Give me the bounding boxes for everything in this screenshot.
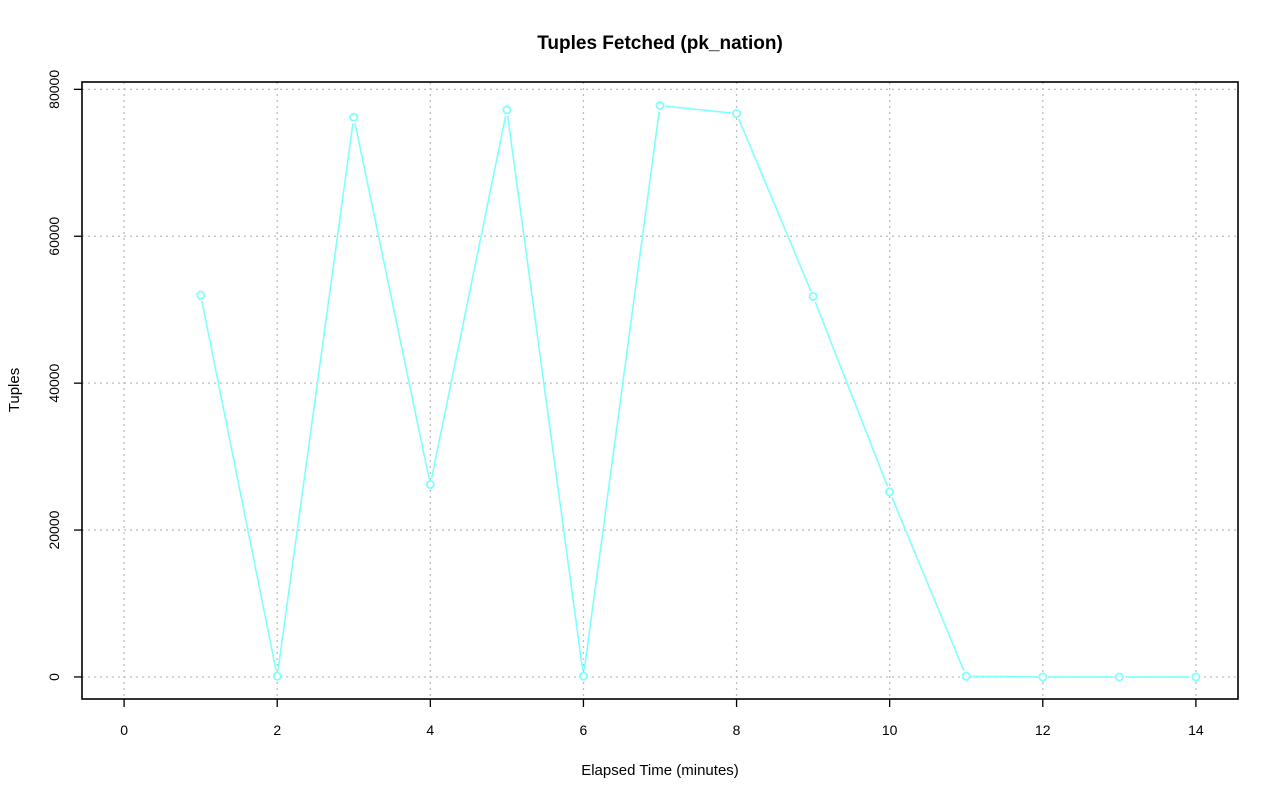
x-tick-label: 10: [882, 722, 898, 738]
data-point: [1191, 672, 1201, 682]
y-tick-label: 0: [46, 673, 62, 681]
x-tick-label: 4: [426, 722, 434, 738]
y-axis: 0 20000 40000 60000 80000: [46, 70, 82, 681]
x-axis-label: Elapsed Time (minutes): [581, 762, 739, 779]
series-line-segment: [814, 301, 889, 487]
y-axis-label: Tuples: [6, 368, 23, 412]
series-line-segment: [430, 115, 507, 479]
x-tick-label: 6: [580, 722, 588, 738]
series-line-segment: [354, 122, 430, 479]
data-point: [349, 112, 359, 122]
data-point: [885, 487, 895, 497]
series-line-segment: [972, 675, 1037, 678]
data-point: [1114, 672, 1124, 682]
data-point: [502, 105, 512, 115]
series-line-segment: [583, 111, 660, 671]
series-line-segment: [506, 115, 584, 671]
series-line-segment: [665, 105, 731, 114]
y-tick-label: 20000: [46, 510, 62, 549]
series-line-segment: [201, 300, 277, 671]
y-tick-label: 80000: [46, 70, 62, 109]
data-point: [732, 109, 742, 119]
data-point: [425, 480, 435, 490]
series-line-segment: [277, 123, 354, 671]
x-tick-label: 14: [1188, 722, 1204, 738]
series-layer: [196, 101, 1201, 682]
series-line-segment: [891, 497, 965, 671]
series-line-segment: [738, 118, 812, 292]
grid-layer: [82, 82, 1238, 699]
series-0: [196, 101, 1201, 682]
x-tick-label: 0: [120, 722, 128, 738]
x-tick-label: 12: [1035, 722, 1051, 738]
plot-area-border: [81, 81, 1239, 700]
chart-title: Tuples Fetched (pk_nation): [537, 33, 783, 54]
y-tick-label: 60000: [46, 217, 62, 256]
x-axis: 0 2 4 6 8 10 12 14: [120, 699, 1204, 738]
data-point: [1038, 672, 1048, 682]
data-point: [578, 671, 588, 681]
x-tick-label: 2: [273, 722, 281, 738]
y-tick-label: 40000: [46, 363, 62, 402]
x-tick-label: 8: [733, 722, 741, 738]
data-point: [655, 101, 665, 111]
data-point: [272, 671, 282, 681]
data-point: [808, 291, 818, 301]
data-point: [196, 290, 206, 300]
data-point: [961, 671, 971, 681]
